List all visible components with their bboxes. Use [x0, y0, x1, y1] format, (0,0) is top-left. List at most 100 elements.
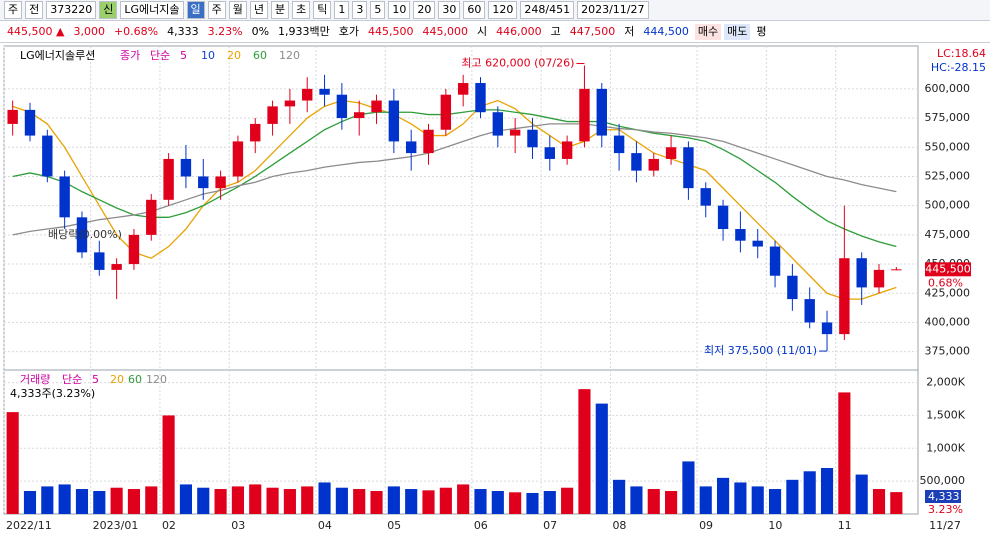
volume-bar: [630, 486, 643, 514]
candle-body: [769, 246, 781, 276]
candle-body: [59, 176, 70, 218]
chart: 375,000400,000425,000450,000475,000500,0…: [3, 45, 986, 532]
toolbar-button[interactable]: 10: [388, 1, 411, 19]
toolbar-button[interactable]: 일: [186, 1, 205, 19]
volume-bar: [457, 484, 470, 514]
quote-field[interactable]: 평: [756, 25, 767, 38]
x-tick-label: 10: [768, 519, 782, 532]
toolbar-button[interactable]: 1: [334, 1, 350, 19]
toolbar-button[interactable]: 년: [249, 1, 269, 19]
candle-body: [561, 141, 573, 159]
toolbar-button[interactable]: 20: [413, 1, 436, 19]
toolbar-button[interactable]: 5: [370, 1, 386, 19]
volume-bar: [613, 479, 626, 514]
legend-item: 20: [110, 373, 124, 386]
toolbar-button[interactable]: 초: [292, 1, 311, 19]
x-tick-label: 2022/11: [6, 519, 52, 532]
x-tick-label: 04: [318, 519, 332, 532]
volume-info: 4,333주(3.23%): [10, 387, 95, 400]
legend-item: 60: [253, 49, 267, 62]
x-tick-label: 02: [162, 519, 176, 532]
candle-body: [700, 188, 711, 206]
volume-bar: [23, 491, 37, 514]
toolbar-button[interactable]: 주: [207, 1, 226, 19]
volume-bar: [249, 484, 262, 514]
x-tick-label: 06: [474, 519, 488, 532]
chart-title: LG에너지솔루션: [20, 49, 95, 62]
toolbar-button[interactable]: 틱: [313, 1, 332, 19]
volume-bar: [370, 491, 383, 514]
candle-body: [492, 112, 504, 136]
volume-bar: [110, 487, 123, 514]
toolbar-button[interactable]: 분: [271, 1, 290, 19]
quote-field: +0.68%: [113, 25, 159, 38]
toolbar-button[interactable]: 주: [4, 1, 23, 19]
quote-field[interactable]: 매수: [694, 24, 722, 40]
candle-body: [631, 153, 642, 171]
volume-bar: [214, 489, 227, 514]
volume-bar: [231, 486, 244, 514]
quote-field: 3,000: [73, 25, 105, 38]
lc-label: LC:18.64: [937, 47, 986, 60]
candle-body: [821, 322, 833, 335]
legend-item: 10: [201, 49, 215, 62]
quote-field[interactable]: 매도: [724, 24, 751, 40]
price-change: 0.68%: [928, 276, 963, 289]
toolbar-button[interactable]: 3: [352, 1, 368, 19]
volume-bar: [301, 486, 314, 514]
volume-bar: [387, 486, 400, 514]
volume-bar: [491, 491, 504, 514]
legend-item: 단순: [150, 49, 170, 62]
toolbar-button[interactable]: 월: [228, 1, 247, 19]
volume-pct: 3.23%: [928, 503, 963, 516]
toolbar-button[interactable]: 30: [438, 1, 461, 19]
candle-body: [180, 158, 192, 177]
candle-body: [94, 252, 105, 270]
toolbar-button[interactable]: 120: [488, 1, 518, 19]
volume-bar: [647, 489, 660, 514]
volume-marker: [925, 490, 961, 503]
toolbar-button[interactable]: 60: [463, 1, 486, 19]
volume-bar: [543, 491, 556, 514]
candle-body: [423, 129, 434, 154]
volume-bar: [405, 489, 418, 514]
candle-body: [24, 109, 36, 136]
candle-body: [787, 275, 798, 300]
volume-bar: [595, 403, 608, 514]
volume-bar: [509, 492, 522, 514]
candle-body: [596, 88, 607, 136]
candle-body: [527, 129, 538, 148]
toolbar-button[interactable]: LG에너지솔: [120, 1, 184, 19]
candle-body: [579, 88, 590, 142]
toolbar-button[interactable]: 373220: [46, 1, 97, 19]
quote-field: 고: [550, 25, 561, 38]
volume-bar: [439, 487, 452, 514]
quote-field: 447,500: [569, 25, 616, 38]
candle-body: [111, 264, 122, 270]
candle-body: [354, 112, 365, 119]
volume-bar: [197, 487, 210, 514]
x-tick-label: 03: [231, 519, 245, 532]
toolbar-button[interactable]: 전: [25, 1, 44, 19]
y-tick-label: 400,000: [925, 315, 971, 328]
toolbar-button[interactable]: 248/451: [520, 1, 575, 19]
price-marker: [925, 262, 971, 277]
volume-title: 거래량: [20, 373, 50, 386]
volume-bar: [335, 487, 348, 514]
volume-bar: [751, 486, 764, 514]
candle-body: [717, 205, 729, 230]
candle-body: [163, 158, 174, 200]
y-tick-label: 600,000: [925, 82, 971, 95]
volume-bar: [353, 489, 366, 514]
volume-now: 4,333: [928, 490, 960, 503]
candle-body: [42, 135, 53, 177]
y-tick-label: 1,500K: [926, 408, 965, 421]
volume-bar: [699, 486, 712, 514]
candle-body: [7, 109, 18, 124]
toolbar-button[interactable]: 신: [99, 1, 118, 19]
hc-label: HC:-28.15: [931, 61, 986, 74]
volume-bar: [526, 492, 539, 514]
toolbar-button[interactable]: 2023/11/27: [577, 1, 649, 19]
quote-field: 0%: [251, 25, 270, 38]
